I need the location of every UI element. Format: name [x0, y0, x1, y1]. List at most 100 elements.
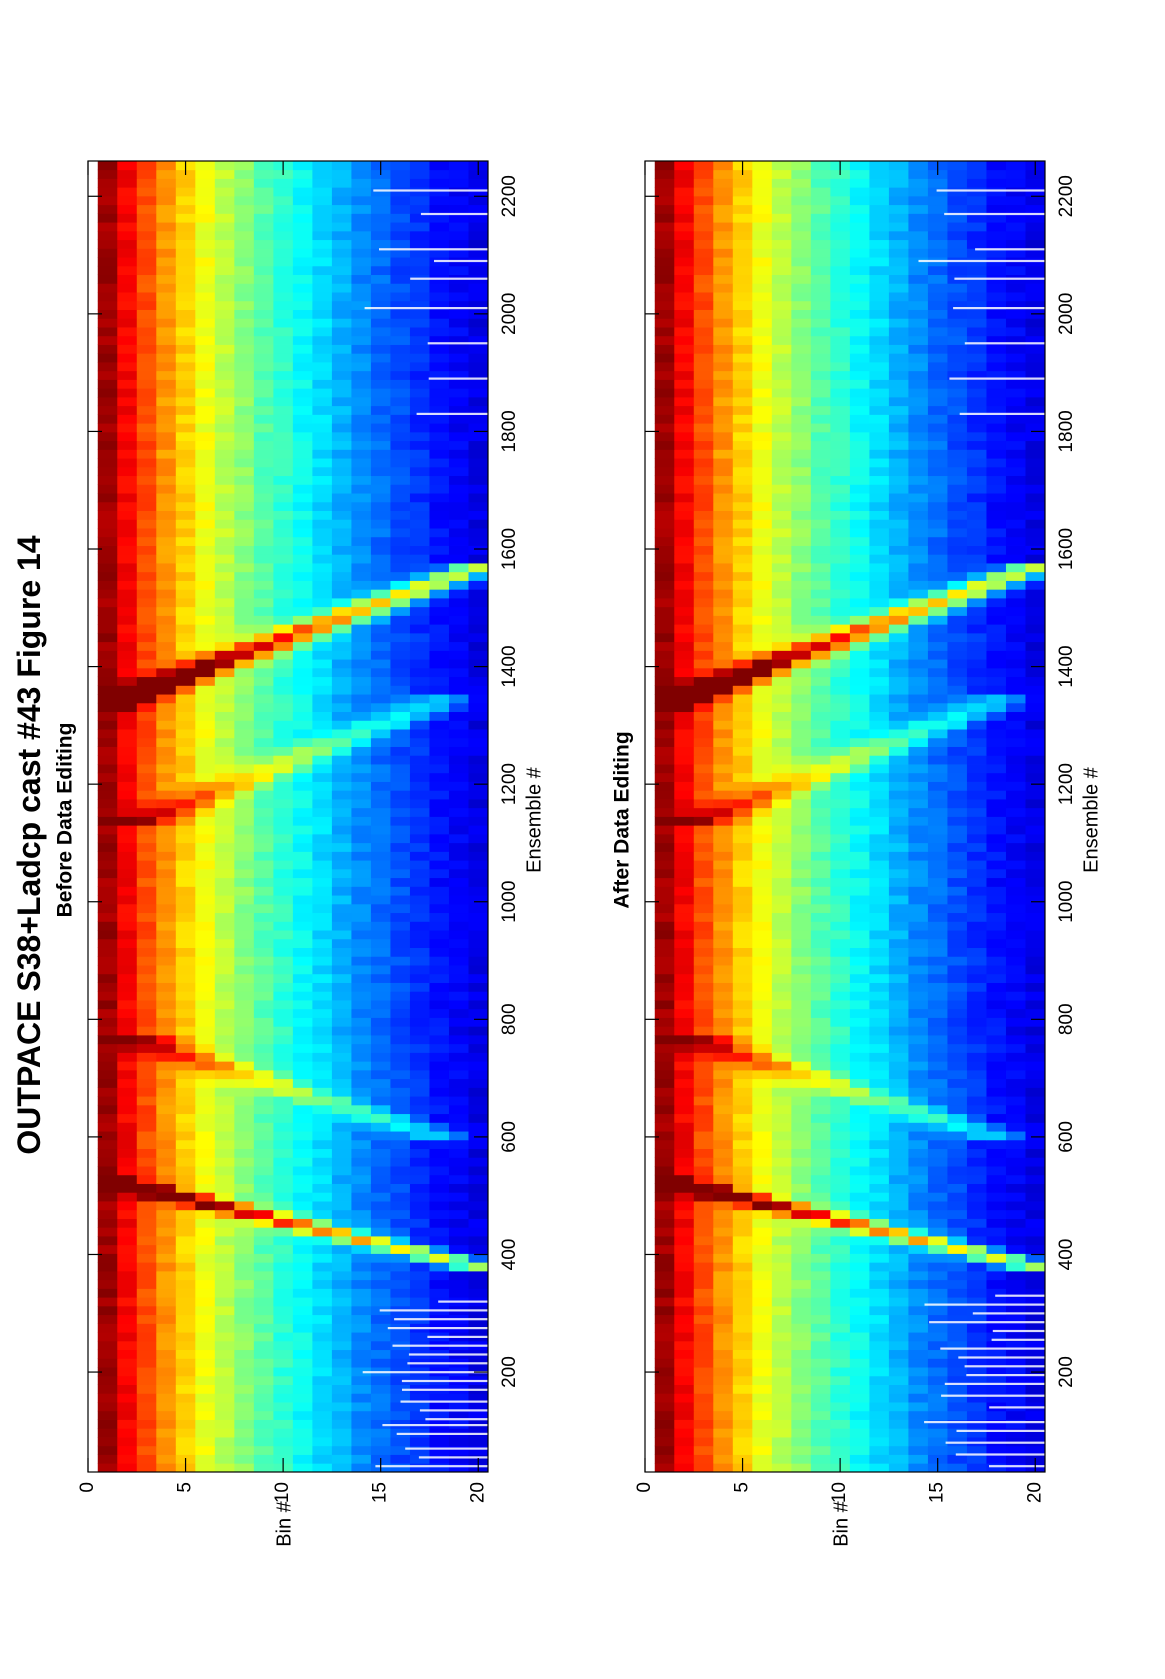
heatmap-cell: [468, 1437, 489, 1447]
heatmap-cell: [429, 1402, 450, 1412]
heatmap-cell: [214, 1270, 235, 1281]
heatmap-cell: [448, 292, 469, 302]
heatmap-cell: [468, 1209, 489, 1219]
heatmap-cell: [195, 833, 216, 844]
heatmap-cell: [849, 1218, 870, 1228]
heatmap-cell: [136, 370, 157, 380]
heatmap-cell: [908, 1270, 929, 1281]
heatmap-cell: [869, 1375, 890, 1385]
heatmap-cell: [175, 1174, 196, 1184]
heatmap-cell: [117, 1270, 138, 1281]
heatmap-cell: [752, 965, 773, 975]
heatmap-cell: [253, 449, 274, 459]
heatmap-cell: [390, 1236, 411, 1246]
heatmap-cell: [97, 510, 118, 520]
heatmap-cell: [810, 1340, 831, 1351]
heatmap-cell: [253, 1157, 274, 1167]
heatmap-cell: [292, 930, 313, 940]
heatmap-cell: [468, 702, 489, 713]
heatmap-cell: [674, 1035, 695, 1045]
heatmap-cell: [136, 510, 157, 520]
heatmap-cell: [888, 1087, 909, 1097]
heatmap-cell: [810, 1270, 831, 1281]
heatmap-cell: [1005, 1052, 1026, 1062]
heatmap-cell: [654, 1410, 675, 1420]
heatmap-cell: [234, 1253, 255, 1263]
heatmap-cell: [771, 1087, 792, 1097]
heatmap-cell: [331, 903, 352, 914]
heatmap-cell: [273, 1061, 294, 1071]
heatmap-cell: [273, 737, 294, 747]
heatmap-cell: [175, 178, 196, 188]
heatmap-cell: [849, 912, 870, 922]
heatmap-cell: [195, 1393, 216, 1403]
heatmap-cell: [674, 1384, 695, 1394]
heatmap-cell: [156, 790, 177, 800]
heatmap-cell: [351, 676, 372, 686]
heatmap-cell: [234, 388, 255, 398]
heatmap-cell: [156, 755, 177, 765]
heatmap-cell: [448, 1410, 469, 1420]
heatmap-cell: [810, 1061, 831, 1071]
heatmap-cell: [351, 956, 372, 966]
heatmap-cell: [253, 396, 274, 407]
heatmap-cell: [986, 851, 1007, 861]
heatmap-cell: [214, 1052, 235, 1062]
heatmap-cell: [791, 877, 812, 887]
heatmap-cell: [273, 606, 294, 616]
heatmap-cell: [292, 1236, 313, 1246]
heatmap-cell: [947, 1428, 968, 1438]
heatmap-cell: [791, 1000, 812, 1010]
heatmap-cell: [654, 1096, 675, 1106]
heatmap-cell: [292, 519, 313, 529]
heatmap-cell: [713, 1358, 734, 1368]
heatmap-cell: [175, 1288, 196, 1298]
heatmap-cell: [888, 868, 909, 879]
heatmap-cell: [273, 1078, 294, 1088]
heatmap-cell: [97, 1139, 118, 1150]
heatmap-cell: [351, 213, 372, 223]
heatmap-cell: [791, 1209, 812, 1219]
heatmap-cell: [97, 877, 118, 887]
heatmap-cell: [468, 370, 489, 380]
heatmap-cell: [195, 825, 216, 835]
heatmap-cell: [810, 816, 831, 826]
heatmap-cell: [791, 1052, 812, 1062]
heatmap-cell: [654, 1087, 675, 1097]
heatmap-cell: [654, 947, 675, 957]
heatmap-cell: [771, 694, 792, 704]
heatmap-cell: [370, 790, 391, 800]
heatmap-cell: [292, 423, 313, 433]
heatmap-cell: [195, 230, 216, 241]
heatmap-cell: [97, 1166, 118, 1176]
heatmap-cell: [986, 895, 1007, 905]
heatmap-cell: [810, 1026, 831, 1036]
heatmap-cell: [253, 292, 274, 302]
heatmap-cell: [869, 938, 890, 948]
heatmap-cell: [390, 1437, 411, 1447]
heatmap-cell: [771, 1393, 792, 1403]
heatmap-cell: [908, 973, 929, 983]
heatmap-cell: [732, 851, 753, 861]
heatmap-cell: [214, 1332, 235, 1342]
heatmap-cell: [175, 370, 196, 380]
heatmap-cell: [947, 1113, 968, 1123]
heatmap-cell: [370, 1218, 391, 1228]
heatmap-cell: [429, 405, 450, 415]
heatmap-cell: [370, 842, 391, 852]
heatmap-cell: [849, 685, 870, 695]
heatmap-cell: [156, 1393, 177, 1403]
heatmap-cell: [331, 624, 352, 634]
heatmap-cell: [273, 1270, 294, 1281]
heatmap-cell: [370, 930, 391, 940]
heatmap-cell: [351, 1314, 372, 1324]
heatmap-cell: [390, 641, 411, 651]
heatmap-cell: [448, 458, 469, 468]
heatmap-cell: [234, 1148, 255, 1158]
heatmap-cell: [448, 396, 469, 407]
heatmap-cell: [156, 1428, 177, 1438]
heatmap-cell: [351, 187, 372, 197]
heatmap-cell: [195, 1017, 216, 1027]
heatmap-cell: [947, 764, 968, 774]
heatmap-cell: [292, 1288, 313, 1298]
